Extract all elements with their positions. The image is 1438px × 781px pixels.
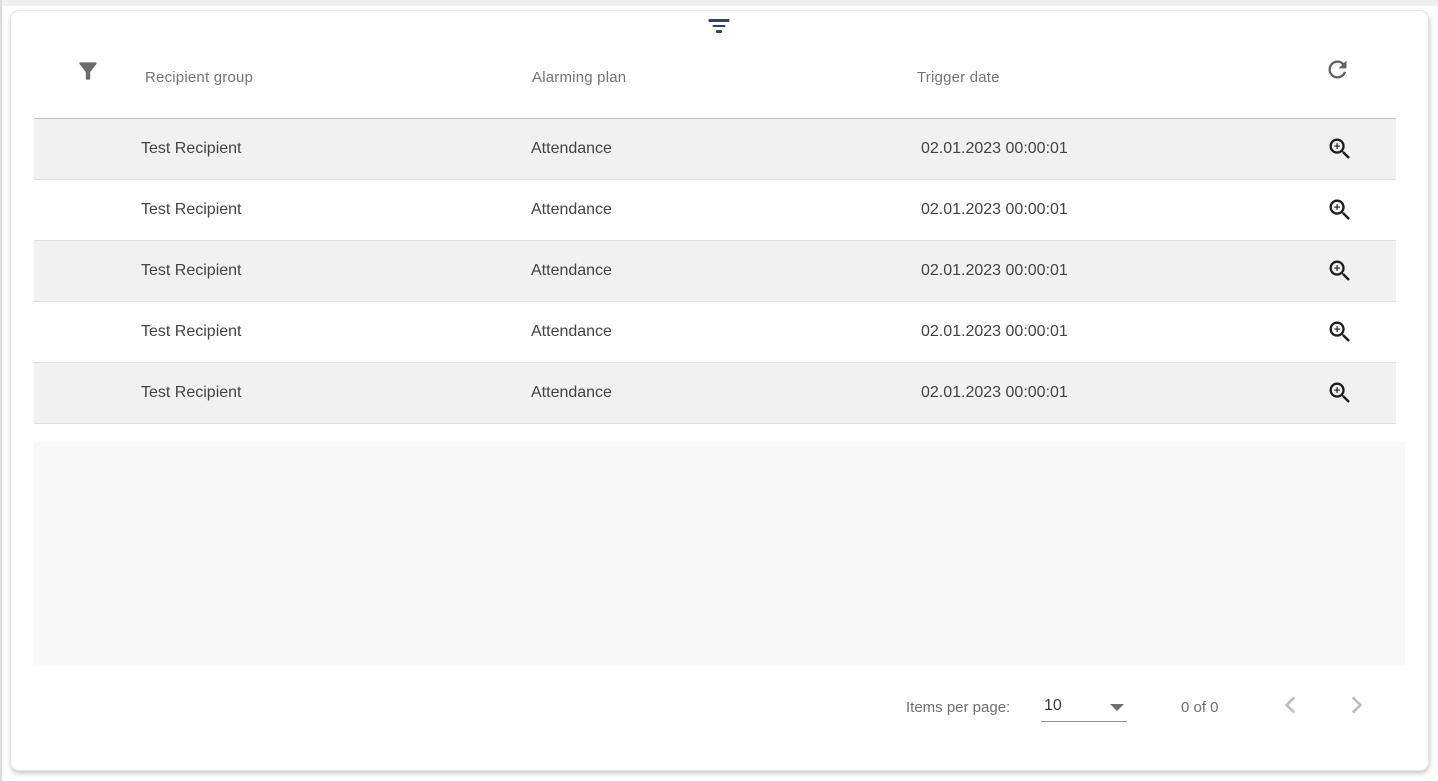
filter-list-bar	[716, 30, 722, 33]
top-edge-band	[0, 0, 1438, 6]
table-body: Test Recipient Attendance 02.01.2023 00:…	[34, 118, 1396, 424]
cell-trigger-date: 02.01.2023 00:00:01	[921, 384, 1068, 401]
zoom-in-icon[interactable]	[1326, 135, 1354, 163]
next-page-button[interactable]	[1339, 689, 1373, 723]
table-row[interactable]: Test Recipient Attendance 02.01.2023 00:…	[34, 119, 1396, 180]
filter-list-bar	[712, 24, 726, 28]
zoom-in-icon[interactable]	[1326, 318, 1354, 346]
table-row[interactable]: Test Recipient Attendance 02.01.2023 00:…	[34, 241, 1396, 302]
range-label: 0 of 0	[1181, 699, 1219, 716]
previous-page-button[interactable]	[1274, 689, 1308, 723]
alarm-history-card: Recipient group Alarming plan Trigger da…	[10, 10, 1429, 771]
cell-alarming-plan: Attendance	[531, 140, 612, 157]
left-edge-band	[0, 0, 2, 781]
cell-recipient-group: Test Recipient	[141, 262, 242, 279]
cell-alarming-plan: Attendance	[531, 201, 612, 218]
page-size-select[interactable]: 10	[1041, 691, 1127, 722]
cell-alarming-plan: Attendance	[531, 384, 612, 401]
column-header-trigger-date: Trigger date	[917, 69, 1000, 86]
zoom-in-icon[interactable]	[1326, 196, 1354, 224]
caret-down-icon	[1110, 704, 1124, 711]
cell-recipient-group: Test Recipient	[141, 140, 242, 157]
cell-recipient-group: Test Recipient	[141, 384, 242, 401]
cell-alarming-plan: Attendance	[531, 323, 612, 340]
cell-trigger-date: 02.01.2023 00:00:01	[921, 201, 1068, 218]
cell-recipient-group: Test Recipient	[141, 201, 242, 218]
table-row[interactable]: Test Recipient Attendance 02.01.2023 00:…	[34, 180, 1396, 241]
filter-list-icon[interactable]	[707, 19, 731, 35]
cell-recipient-group: Test Recipient	[141, 323, 242, 340]
cell-trigger-date: 02.01.2023 00:00:01	[921, 140, 1068, 157]
items-per-page-label: Items per page:	[906, 699, 1011, 716]
funnel-filter-icon[interactable]	[75, 58, 101, 84]
filter-list-bar	[708, 19, 730, 22]
column-header-alarming-plan: Alarming plan	[532, 69, 627, 86]
page-size-value: 10	[1044, 697, 1062, 714]
column-header-recipient-group: Recipient group	[145, 69, 254, 86]
cell-trigger-date: 02.01.2023 00:00:01	[921, 262, 1068, 279]
table-header: Recipient group Alarming plan Trigger da…	[11, 47, 1428, 118]
zoom-in-icon[interactable]	[1326, 379, 1354, 407]
empty-area	[34, 442, 1405, 665]
zoom-in-icon[interactable]	[1326, 257, 1354, 285]
table-row[interactable]: Test Recipient Attendance 02.01.2023 00:…	[34, 302, 1396, 363]
table-row[interactable]: Test Recipient Attendance 02.01.2023 00:…	[34, 363, 1396, 424]
cell-trigger-date: 02.01.2023 00:00:01	[921, 323, 1068, 340]
refresh-icon[interactable]	[1324, 56, 1351, 83]
paginator: Items per page: 10 0 of 0	[11, 665, 1428, 745]
cell-alarming-plan: Attendance	[531, 262, 612, 279]
